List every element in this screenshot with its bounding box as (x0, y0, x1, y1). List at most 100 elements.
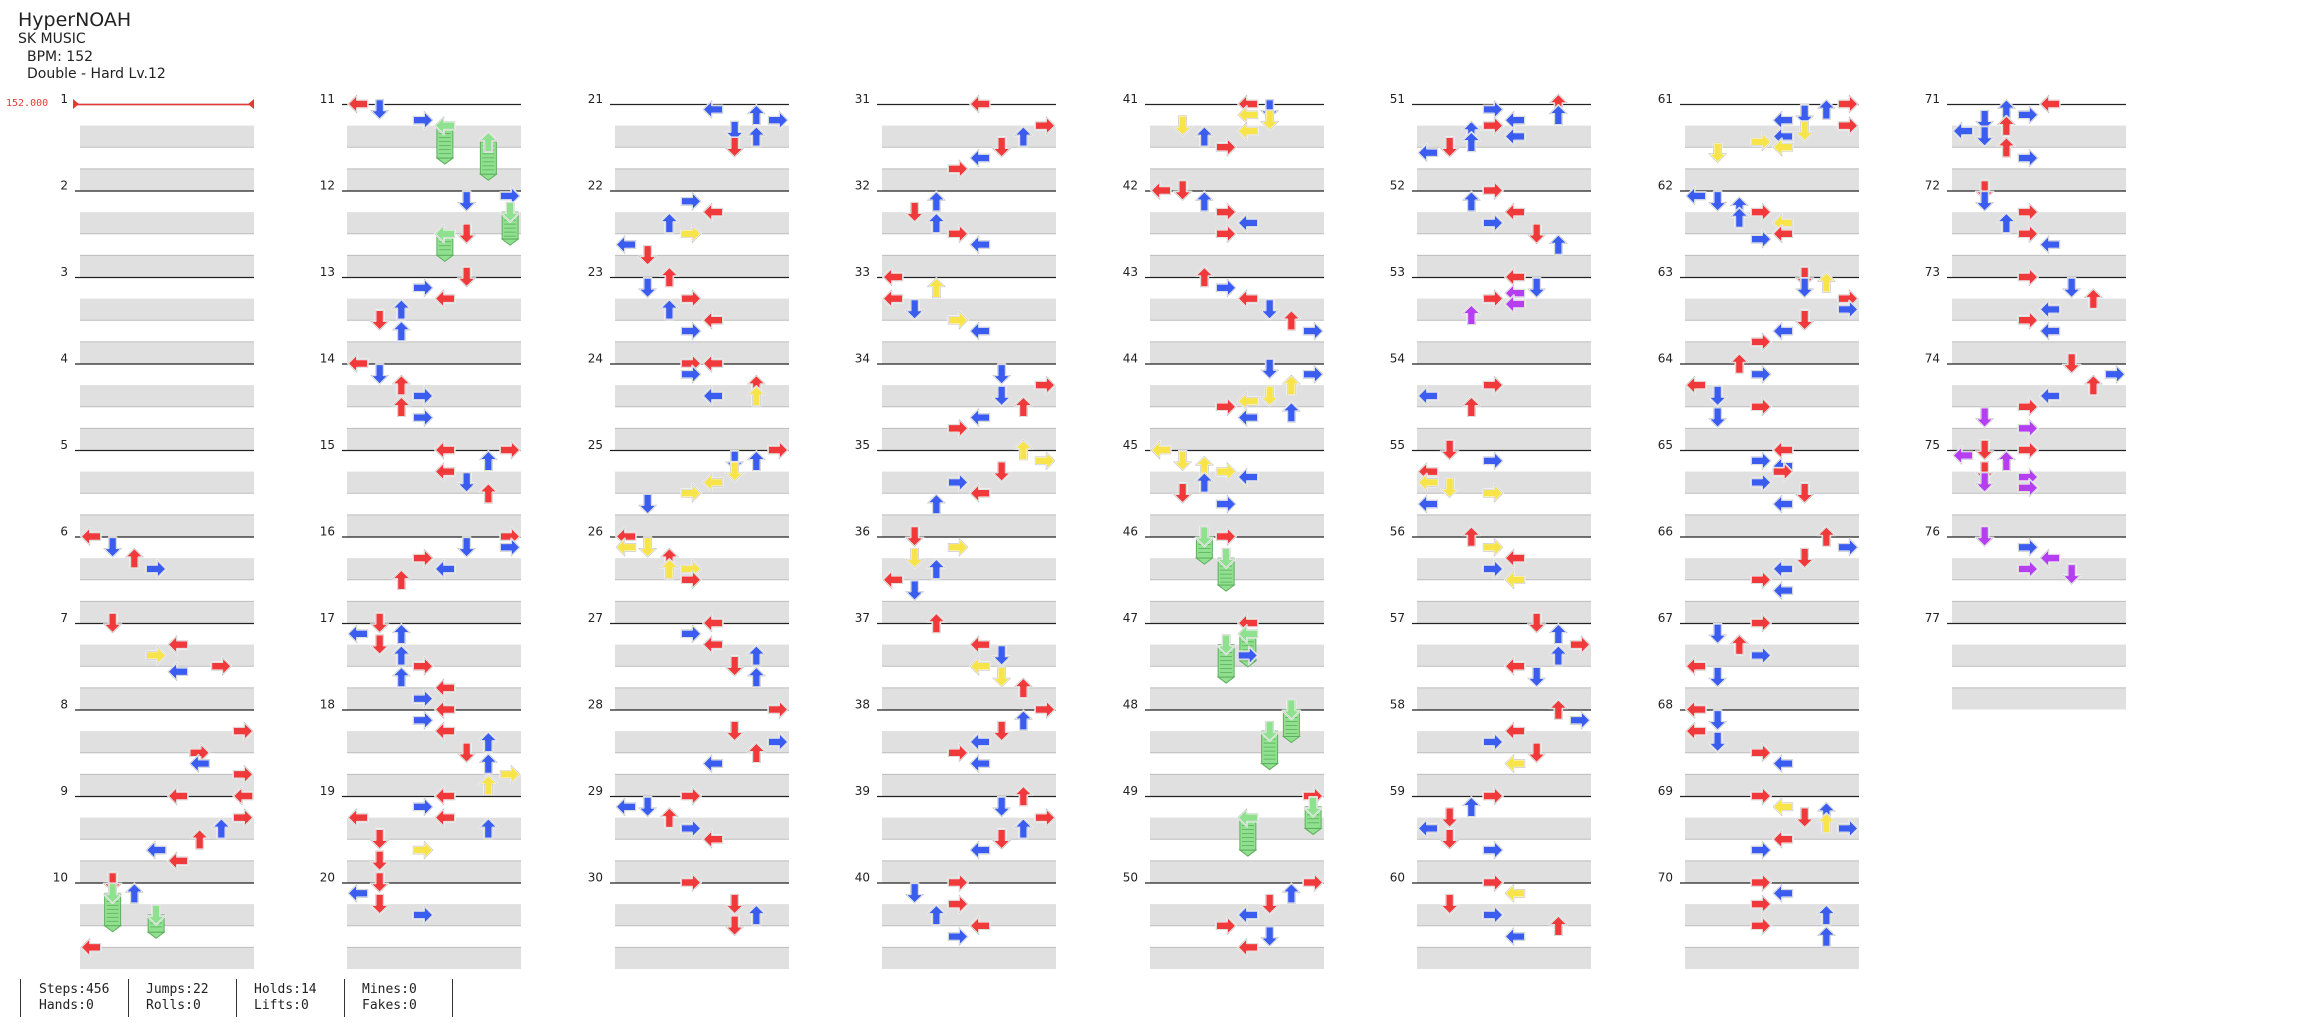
note-arrow (969, 732, 991, 752)
note-arrow (1772, 137, 1794, 158)
note-arrow (391, 320, 412, 342)
note-arrow (1569, 710, 1591, 731)
note-arrow (680, 321, 702, 341)
note-arrow (2017, 202, 2039, 222)
measure-number: 48 (1123, 698, 1138, 712)
measure-stripe (1685, 687, 1859, 710)
note-arrow (702, 353, 724, 374)
bpm-change-label: 152.000 (6, 98, 49, 109)
measure-stripe (1685, 298, 1859, 321)
stat-fakes: Fakes:0 (362, 998, 417, 1013)
measure-stripe (80, 947, 254, 969)
measure-stripe (347, 125, 521, 148)
note-arrow (1504, 721, 1526, 741)
note-arrow (412, 797, 434, 817)
note-arrow (947, 926, 969, 947)
note-arrow (680, 191, 702, 212)
note-arrow (2017, 105, 2039, 125)
note-arrow (1172, 179, 1193, 202)
measure-stripe (1952, 255, 2126, 277)
measure-41: 41 (1123, 92, 1324, 191)
note-arrow (680, 223, 702, 244)
measure-stripe (1685, 860, 1859, 883)
measure-4: 4 (60, 352, 254, 450)
measure-stripe (80, 860, 254, 883)
note-arrow (746, 644, 767, 667)
measure-stripe (1685, 212, 1859, 234)
measure-stripe (1685, 947, 1859, 969)
note-arrow (434, 461, 456, 482)
note-arrow (1750, 872, 1772, 893)
measure-stripe (1952, 601, 2126, 623)
bpm-marker-right (248, 99, 254, 109)
note-arrow (1281, 374, 1302, 396)
measure-stripe (347, 514, 521, 537)
note-arrow (1526, 612, 1547, 634)
note-arrow (702, 99, 724, 120)
measure-number: 55 (1390, 438, 1405, 452)
note-arrow (1772, 580, 1794, 601)
note-arrow (746, 904, 767, 926)
stat-jumps: Jumps:22 (146, 982, 209, 997)
measure-stripe (882, 385, 1056, 407)
note-arrow (1548, 698, 1569, 721)
measure-number: 30 (588, 871, 603, 885)
measure-54: 54 (1390, 352, 1591, 450)
note-arrow (615, 234, 637, 255)
note-arrow (1974, 190, 1995, 213)
note-arrow (1750, 202, 1772, 222)
measure-49: 49 (1123, 784, 1324, 883)
note-arrow (1439, 439, 1460, 461)
note-arrow (926, 493, 947, 515)
measure-stripe (1150, 817, 1324, 840)
measure-42: 42 (1123, 179, 1324, 277)
note-arrow (456, 266, 477, 288)
note-arrow (412, 548, 434, 568)
note-arrow (1482, 99, 1504, 120)
note-arrow (1837, 299, 1859, 320)
note-arrow (2017, 559, 2039, 579)
measure-number: 60 (1390, 871, 1405, 885)
measure-stripe (1150, 168, 1324, 191)
note-arrow (232, 786, 254, 806)
measure-stripe (80, 168, 254, 191)
note-arrow (904, 525, 925, 548)
note-arrow (947, 537, 969, 558)
note-arrow (1685, 656, 1707, 677)
measure-stripe (1417, 341, 1591, 364)
note-arrow (1439, 828, 1460, 851)
difficulty-label: Double - Hard Lv.12 (27, 66, 166, 82)
note-arrow (1482, 537, 1504, 558)
measure-number: 46 (1123, 525, 1138, 539)
note-arrow (969, 634, 991, 655)
measure-70: 70 (1658, 871, 1859, 969)
note-arrow (1302, 321, 1324, 341)
measure-stripe (1685, 125, 1859, 148)
note-arrow (232, 807, 254, 828)
measure-number: 63 (1658, 265, 1673, 279)
note-arrow (2017, 537, 2039, 558)
measure-stripe (1417, 644, 1591, 667)
note-arrow (1952, 445, 1974, 466)
measure-stripe (615, 731, 789, 753)
note-arrow (659, 212, 680, 234)
note-arrow (499, 440, 521, 460)
measure-stripe (1417, 168, 1591, 191)
note-arrow (1034, 375, 1056, 395)
measure-number: 70 (1658, 871, 1673, 885)
measure-number: 23 (588, 265, 603, 279)
note-arrow (1772, 797, 1794, 817)
note-arrow (1504, 548, 1526, 568)
note-arrow (1729, 352, 1750, 375)
note-arrow (412, 710, 434, 731)
note-arrow (1482, 840, 1504, 860)
note-arrow (1215, 278, 1237, 298)
measure-number: 45 (1123, 438, 1138, 452)
note-arrow (124, 547, 145, 569)
note-arrow (2017, 396, 2039, 417)
note-arrow (1837, 115, 1859, 136)
note-arrow (1482, 213, 1504, 233)
note-arrow (412, 407, 434, 428)
measure-stripe (615, 471, 789, 494)
hold-head-arrow (1237, 624, 1259, 644)
